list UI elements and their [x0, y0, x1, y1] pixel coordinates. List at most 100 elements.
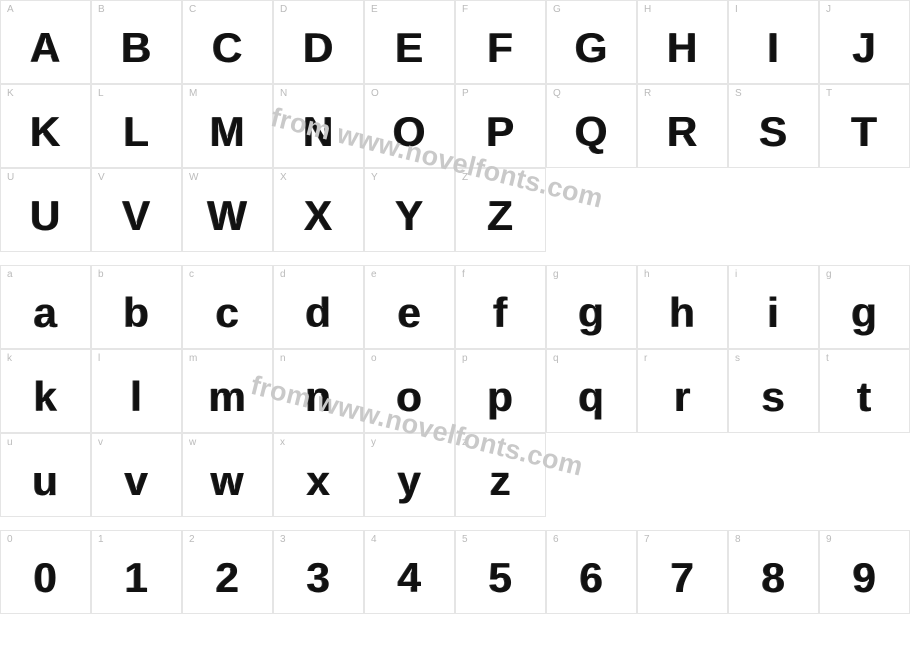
- glyph-cell-y[interactable]: yy: [364, 433, 455, 517]
- glyph-cell-1[interactable]: 11: [91, 530, 182, 614]
- glyph-cell-empty: [728, 168, 819, 252]
- glyph-preview: C: [212, 27, 242, 69]
- glyph-cell-label: K: [7, 88, 14, 99]
- glyph-cell-Y[interactable]: YY: [364, 168, 455, 252]
- glyph-cell-label: 5: [462, 534, 468, 545]
- glyph-cell-label: e: [371, 269, 377, 280]
- glyph-cell-W[interactable]: WW: [182, 168, 273, 252]
- glyph-cell-h[interactable]: hh: [637, 265, 728, 349]
- glyph-preview: R: [667, 111, 697, 153]
- glyph-cell-F[interactable]: FF: [455, 0, 546, 84]
- glyph-preview: g: [579, 292, 605, 334]
- glyph-cell-label: O: [371, 88, 379, 99]
- glyph-cell-L[interactable]: LL: [91, 84, 182, 168]
- glyph-cell-6[interactable]: 66: [546, 530, 637, 614]
- glyph-preview: o: [397, 376, 423, 418]
- glyph-cell-label: B: [98, 4, 105, 15]
- glyph-cell-J[interactable]: JJ: [819, 0, 910, 84]
- glyph-cell-3[interactable]: 33: [273, 530, 364, 614]
- glyph-cell-9[interactable]: 99: [819, 530, 910, 614]
- glyph-preview: F: [488, 27, 514, 69]
- glyph-cell-empty: [819, 433, 910, 517]
- glyph-cell-f[interactable]: ff: [455, 265, 546, 349]
- glyph-cell-R[interactable]: RR: [637, 84, 728, 168]
- glyph-cell-x[interactable]: xx: [273, 433, 364, 517]
- glyph-cell-M[interactable]: MM: [182, 84, 273, 168]
- section-lowercase: aabbccddeeffgghhiiggkkllmmnnooppqqrrsstt…: [0, 265, 910, 517]
- glyph-cell-empty: [728, 433, 819, 517]
- glyph-cell-7[interactable]: 77: [637, 530, 728, 614]
- glyph-cell-r[interactable]: rr: [637, 349, 728, 433]
- glyph-cell-D[interactable]: DD: [273, 0, 364, 84]
- glyph-cell-label: C: [189, 4, 196, 15]
- glyph-cell-w[interactable]: ww: [182, 433, 273, 517]
- glyph-preview: P: [486, 111, 514, 153]
- glyph-cell-8[interactable]: 88: [728, 530, 819, 614]
- glyph-preview: 0: [34, 557, 57, 599]
- glyph-cell-i[interactable]: ii: [728, 265, 819, 349]
- glyph-cell-q[interactable]: qq: [546, 349, 637, 433]
- glyph-cell-k[interactable]: kk: [0, 349, 91, 433]
- glyph-cell-u[interactable]: uu: [0, 433, 91, 517]
- glyph-preview: B: [121, 27, 151, 69]
- glyph-cell-X[interactable]: XX: [273, 168, 364, 252]
- glyph-cell-z[interactable]: zz: [455, 433, 546, 517]
- glyph-cell-I[interactable]: II: [728, 0, 819, 84]
- glyph-cell-label: J: [826, 4, 831, 15]
- glyph-cell-H[interactable]: HH: [637, 0, 728, 84]
- glyph-preview: h: [670, 292, 696, 334]
- glyph-cell-s[interactable]: ss: [728, 349, 819, 433]
- glyph-preview: g: [852, 292, 878, 334]
- glyph-cell-O[interactable]: OO: [364, 84, 455, 168]
- glyph-cell-2[interactable]: 22: [182, 530, 273, 614]
- glyph-cell-o[interactable]: oo: [364, 349, 455, 433]
- glyph-cell-E[interactable]: EE: [364, 0, 455, 84]
- glyph-cell-0[interactable]: 00: [0, 530, 91, 614]
- glyph-cell-d[interactable]: dd: [273, 265, 364, 349]
- glyph-cell-label: H: [644, 4, 651, 15]
- glyph-cell-5[interactable]: 55: [455, 530, 546, 614]
- glyph-preview: e: [398, 292, 421, 334]
- glyph-cell-B[interactable]: BB: [91, 0, 182, 84]
- glyph-cell-m[interactable]: mm: [182, 349, 273, 433]
- glyph-cell-V[interactable]: VV: [91, 168, 182, 252]
- glyph-preview: c: [216, 292, 239, 334]
- glyph-cell-g[interactable]: gg: [819, 265, 910, 349]
- glyph-cell-C[interactable]: CC: [182, 0, 273, 84]
- glyph-cell-b[interactable]: bb: [91, 265, 182, 349]
- glyph-cell-label: z: [462, 437, 467, 448]
- glyph-preview: M: [210, 111, 245, 153]
- glyph-cell-K[interactable]: KK: [0, 84, 91, 168]
- glyph-cell-c[interactable]: cc: [182, 265, 273, 349]
- glyph-preview: X: [304, 195, 332, 237]
- glyph-preview: a: [34, 292, 57, 334]
- glyph-cell-G[interactable]: GG: [546, 0, 637, 84]
- glyph-preview: b: [124, 292, 150, 334]
- glyph-cell-4[interactable]: 44: [364, 530, 455, 614]
- glyph-preview: 5: [489, 557, 512, 599]
- glyph-preview: l: [131, 376, 143, 418]
- glyph-cell-Q[interactable]: QQ: [546, 84, 637, 168]
- glyph-cell-label: E: [371, 4, 378, 15]
- glyph-cell-v[interactable]: vv: [91, 433, 182, 517]
- glyph-cell-n[interactable]: nn: [273, 349, 364, 433]
- glyph-cell-label: W: [189, 172, 198, 183]
- glyph-cell-label: G: [553, 4, 561, 15]
- glyph-cell-label: l: [98, 353, 100, 364]
- glyph-cell-N[interactable]: NN: [273, 84, 364, 168]
- glyph-cell-Z[interactable]: ZZ: [455, 168, 546, 252]
- glyph-cell-S[interactable]: SS: [728, 84, 819, 168]
- glyph-cell-T[interactable]: TT: [819, 84, 910, 168]
- glyph-cell-P[interactable]: PP: [455, 84, 546, 168]
- glyph-cell-label: q: [553, 353, 559, 364]
- glyph-cell-a[interactable]: aa: [0, 265, 91, 349]
- glyph-cell-label: 1: [98, 534, 104, 545]
- glyph-cell-U[interactable]: UU: [0, 168, 91, 252]
- glyph-cell-l[interactable]: ll: [91, 349, 182, 433]
- glyph-cell-A[interactable]: AA: [0, 0, 91, 84]
- glyph-cell-label: R: [644, 88, 651, 99]
- glyph-cell-g[interactable]: gg: [546, 265, 637, 349]
- glyph-cell-e[interactable]: ee: [364, 265, 455, 349]
- glyph-cell-t[interactable]: tt: [819, 349, 910, 433]
- glyph-cell-p[interactable]: pp: [455, 349, 546, 433]
